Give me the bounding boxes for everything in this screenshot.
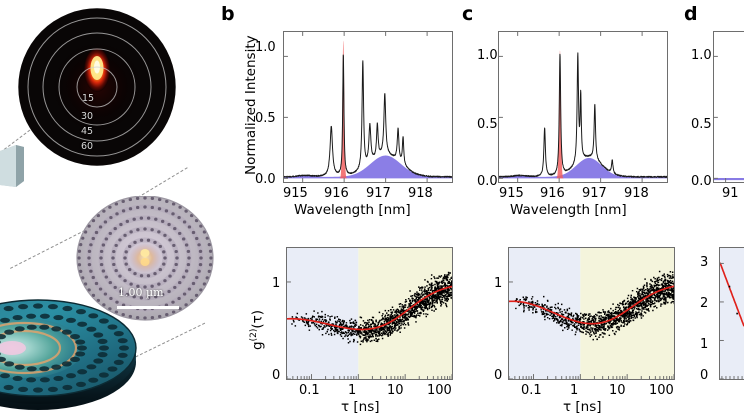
panel-label-b: b xyxy=(221,3,235,25)
panel-d-spectrum-ytick-0p5: 0.5 xyxy=(691,117,712,132)
panel-d-g2-ytick-0: 0 xyxy=(700,368,709,383)
panel-c-g2-xtick-10: 10 xyxy=(609,383,626,398)
panel-b-spectrum-svg xyxy=(284,32,452,182)
panel-c-spectrum-svg xyxy=(499,32,667,182)
sem-scalebar xyxy=(117,306,179,309)
render-svg xyxy=(0,299,137,410)
far-field-angle-label-60: 60 xyxy=(81,141,94,152)
panel-d-spectrum-ytick-0p0: 0.0 xyxy=(691,174,712,189)
panel-c-spectrum-ytick-0p0: 0.0 xyxy=(477,174,498,189)
panel-b-g2-xtick-10: 10 xyxy=(387,383,404,398)
panel-d-spectrum-plot xyxy=(713,31,744,183)
panel-c-spectrum-xtick-916: 916 xyxy=(540,186,565,201)
panel-b-spectrum-xtick-918: 918 xyxy=(408,186,433,201)
panel-d-g2-ytick-2: 2 xyxy=(700,296,709,311)
panel-c-spectrum-ytick-1p0: 1.0 xyxy=(477,48,498,63)
panel-c-g2-svg xyxy=(509,248,674,379)
panel-d-g2-svg xyxy=(720,248,744,379)
panel-b-g2-xtick-1: 1 xyxy=(348,383,357,398)
panel-c-spectrum-xtick-918: 918 xyxy=(624,186,649,201)
far-field-angle-label-15: 15 xyxy=(82,93,95,104)
panel-b-g2-svg xyxy=(287,248,452,379)
panel-b-spectrum-xtick-917: 917 xyxy=(366,186,391,201)
panel-c-spectrum-plot xyxy=(498,31,668,183)
panel-b-g2-xtick-100: 100 xyxy=(427,383,452,398)
panel-c-g2-xlabel: τ [ns] xyxy=(563,399,602,415)
far-field-angle-label-45: 45 xyxy=(81,126,94,137)
sem-bullseye-cavity: 1.00 µm xyxy=(75,196,215,324)
panel-b-spectrum-ylabel: Normalized Intensity xyxy=(243,35,259,175)
panel-c-g2-xtick-1: 1 xyxy=(570,383,579,398)
panel-d-g2-plot xyxy=(719,247,744,380)
panel-b-g2-ytick-1: 1 xyxy=(272,276,281,291)
panel-d-spectrum-xtick-91: 91 xyxy=(722,186,739,201)
panel-c-spectrum-xlabel: Wavelength [nm] xyxy=(510,202,627,218)
substrate-block xyxy=(0,145,24,187)
panel-b-spectrum-xtick-916: 916 xyxy=(324,186,349,201)
panel-b-spectrum-xlabel: Wavelength [nm] xyxy=(294,202,411,218)
far-field-angle-label-30: 30 xyxy=(81,111,94,122)
panel-c-g2-plot xyxy=(508,247,675,380)
panel-c-spectrum-xtick-917: 917 xyxy=(582,186,607,201)
bullseye-cavity-3d-render xyxy=(0,252,142,420)
panel-b-spectrum-plot xyxy=(283,31,453,183)
panel-b-spectrum-ytick-1p0: 1.0 xyxy=(255,40,276,55)
panel-c-g2-xtick-0p1: 0.1 xyxy=(521,383,542,398)
panel-b-spectrum-ytick-0p0: 0.0 xyxy=(255,172,276,187)
panel-label-d: d xyxy=(684,3,698,25)
panel-c-spectrum-xtick-915: 915 xyxy=(499,186,524,201)
substrate-block-svg xyxy=(0,145,24,187)
panel-b-g2-xtick-0p1: 0.1 xyxy=(299,383,320,398)
far-field-emission-pattern: 15 30 45 60 xyxy=(18,8,176,166)
sem-scalebar-label: 1.00 µm xyxy=(118,286,164,299)
sem-svg xyxy=(76,196,214,321)
panel-d-spectrum-svg xyxy=(714,55,744,182)
panel-d-g2-ytick-1: 1 xyxy=(700,337,709,352)
panel-b-g2-ylabel: g(2)(τ) xyxy=(249,310,266,350)
panel-c-g2-ytick-1: 1 xyxy=(494,276,503,291)
panel-b-g2-plot xyxy=(286,247,453,380)
far-field-svg xyxy=(18,8,176,166)
panel-label-c: c xyxy=(462,3,474,25)
panel-d-spectrum-ytick-1p0: 1.0 xyxy=(691,48,712,63)
panel-b-spectrum-xtick-915: 915 xyxy=(283,186,308,201)
panel-b-spectrum-ytick-0p5: 0.5 xyxy=(255,111,276,126)
panel-b-g2-ytick-0: 0 xyxy=(272,368,281,383)
panel-c-g2-ytick-0: 0 xyxy=(494,368,503,383)
panel-b-g2-xlabel: τ [ns] xyxy=(341,399,380,415)
panel-c-spectrum-ytick-0p5: 0.5 xyxy=(477,117,498,132)
panel-c-g2-xtick-100: 100 xyxy=(649,383,674,398)
panel-d-g2-ytick-3: 3 xyxy=(700,255,709,270)
